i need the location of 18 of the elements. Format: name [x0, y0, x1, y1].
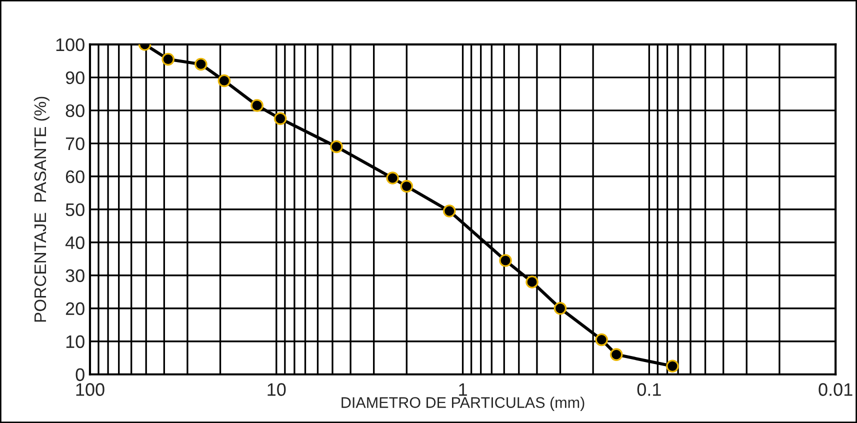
x-tick-label: 1 — [459, 383, 467, 396]
y-tick-label: 30 — [66, 269, 84, 282]
y-tick-label: 50 — [66, 203, 84, 216]
y-tick-label: 70 — [66, 137, 84, 150]
y-tick-label: 60 — [66, 170, 84, 184]
y-tick-label: 40 — [65, 236, 84, 250]
y-tick-label: 20 — [66, 302, 84, 316]
x-tick-label: 0.1 — [637, 383, 661, 396]
y-tick-label: 10 — [66, 335, 84, 348]
y-tick-label: 100 — [56, 38, 84, 52]
x-tick-label: 100 — [76, 383, 104, 396]
y-tick-label: 90 — [66, 71, 84, 84]
x-axis-title: DIAMETRO DE PARTICULAS (mm) — [342, 396, 584, 411]
y-tick-label: 80 — [66, 104, 84, 118]
x-tick-label: 0.01 — [818, 383, 852, 396]
y-tick-label: 0 — [76, 368, 84, 382]
y-axis-title: PORCENTAJE PASANTE (%) — [34, 96, 50, 322]
x-tick-label: 10 — [268, 383, 286, 396]
